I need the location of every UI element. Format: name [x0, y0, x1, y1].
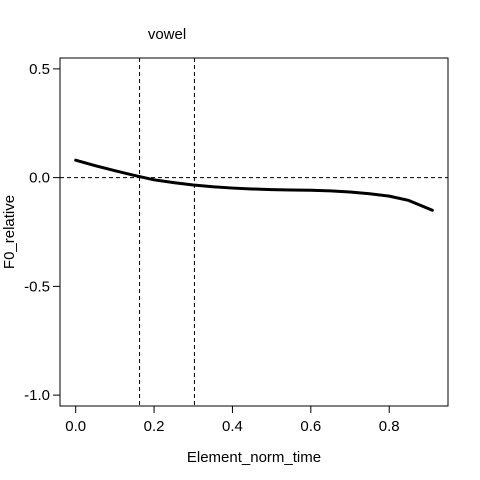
- x-tick-label: 0.0: [65, 418, 86, 435]
- y-tick-label: -1.0: [24, 387, 50, 404]
- plot-frame: [59, 57, 449, 407]
- x-tick-label: 0.8: [379, 418, 400, 435]
- annotation-label: vowel: [148, 26, 186, 43]
- y-tick-label: -0.5: [24, 278, 50, 295]
- x-tick-label: 0.6: [300, 418, 321, 435]
- y-tick-label: 0.0: [29, 170, 50, 187]
- x-axis-title: Element_norm_time: [187, 449, 321, 466]
- x-tick-label: 0.4: [222, 418, 243, 435]
- y-axis-title: F0_relative: [1, 195, 18, 269]
- x-tick-label: 0.2: [144, 418, 165, 435]
- y-tick-label: 0.5: [29, 61, 50, 78]
- series-line: [74, 158, 434, 212]
